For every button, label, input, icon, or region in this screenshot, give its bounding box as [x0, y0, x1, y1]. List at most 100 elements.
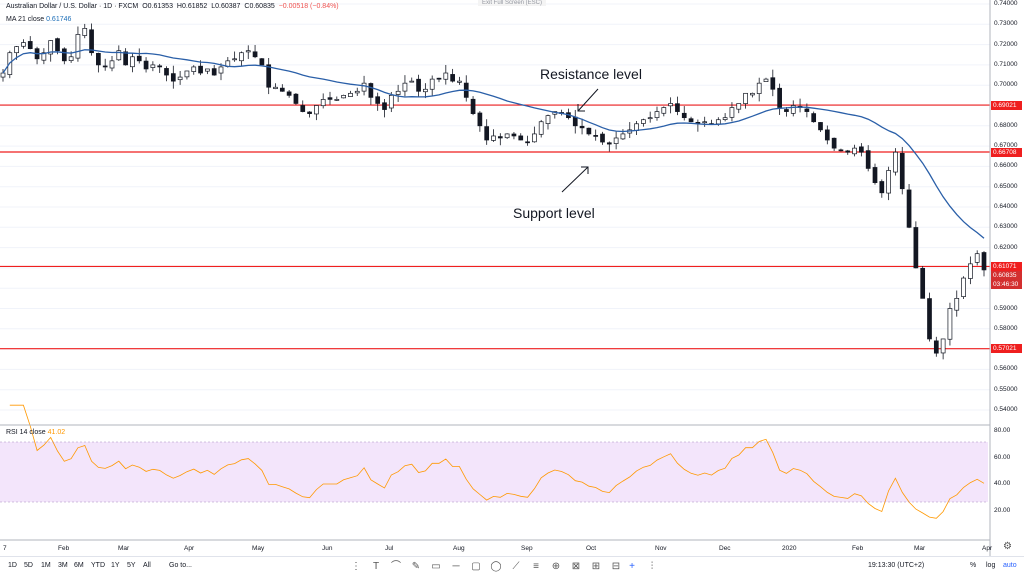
crosshair-icon[interactable]: +	[629, 561, 635, 572]
timeframe-button[interactable]: 1D	[8, 562, 17, 569]
symbol-name[interactable]: Australian Dollar / U.S. Dollar · 1D · F…	[6, 3, 139, 10]
candle-body	[818, 122, 823, 131]
clock-display[interactable]: 19:13:30 (UTC+2)	[868, 562, 925, 569]
path-icon[interactable]: ⊟	[611, 561, 621, 572]
candle-body	[518, 135, 524, 141]
price-badge: 0.69021	[991, 100, 1022, 110]
candle-body	[715, 119, 721, 125]
candle-body	[450, 74, 455, 82]
candle-body	[170, 73, 176, 82]
price-tick-label: 0.55000	[994, 385, 1018, 393]
ellipse-icon[interactable]: ◯	[490, 561, 502, 572]
candle-body	[641, 119, 646, 124]
price-tick-label: 0.56000	[994, 365, 1018, 373]
gear-icon[interactable]: ⚙	[1003, 541, 1012, 552]
timeframe-button[interactable]: 5D	[24, 562, 33, 569]
candle-body	[668, 103, 673, 107]
prediction-icon[interactable]: ⊞	[591, 561, 601, 572]
candle-body	[293, 93, 299, 104]
timeframe-button[interactable]: 6M	[74, 562, 84, 569]
candle-body	[436, 77, 442, 80]
candle-body	[470, 98, 476, 114]
candle-body	[504, 133, 510, 139]
exit-fullscreen-button[interactable]: Exit Full Screen (ESC)	[478, 0, 547, 6]
candle-body	[198, 65, 203, 74]
auto-toggle[interactable]: auto	[1003, 562, 1017, 569]
candle-body	[273, 86, 278, 90]
price-badge: 0.61071	[991, 261, 1022, 271]
rsi-legend[interactable]: RSI 14 close 41.02	[6, 429, 65, 436]
line-icon[interactable]: ─	[452, 561, 460, 572]
pencil-icon[interactable]: ✎	[411, 561, 421, 572]
candle-body	[784, 109, 789, 112]
candle-body	[429, 78, 435, 90]
text-tool-icon[interactable]: T	[372, 561, 380, 572]
fib-icon[interactable]: ≡	[533, 561, 539, 572]
candle-body	[75, 34, 81, 59]
candle-body	[55, 38, 60, 52]
time-tick-label: Mar	[914, 545, 926, 552]
candle-body	[245, 50, 251, 53]
candle-body	[150, 64, 156, 68]
candle-body	[940, 338, 946, 354]
candle-body	[654, 111, 660, 118]
timeframe-button[interactable]: All	[143, 562, 151, 569]
log-toggle[interactable]: log	[986, 562, 996, 569]
candle-body	[906, 189, 912, 228]
ma-legend[interactable]: MA 21 close 0.61746	[6, 16, 71, 23]
candle-body	[886, 170, 891, 194]
candle-body	[606, 142, 612, 145]
candle-body	[68, 56, 74, 61]
bottom-toolbar: 1D 5D 1M 3M 6M YTD 1Y 5Y All Go to... ⋮ T ⌒ ✎ ▭ …	[0, 556, 1024, 577]
pattern-icon[interactable]: ⊠	[571, 561, 581, 572]
timeframe-button[interactable]: 3M	[58, 562, 68, 569]
candle-body	[361, 82, 367, 92]
candle-body	[96, 52, 101, 66]
candle-body	[259, 58, 265, 66]
time-tick-label: May	[252, 545, 265, 552]
candle-body	[130, 56, 135, 68]
candle-body	[89, 29, 94, 54]
candle-body	[388, 94, 394, 109]
cursor-icon[interactable]: ⋮	[351, 561, 361, 572]
candle-body	[852, 147, 857, 155]
candle-body	[21, 42, 26, 47]
candle-body	[756, 82, 762, 94]
candle-body	[763, 78, 769, 83]
rectangle-icon[interactable]: ▭	[431, 561, 441, 572]
candlestick-series	[0, 23, 987, 360]
candle-body	[933, 340, 939, 354]
timeframe-button[interactable]: 1Y	[111, 562, 120, 569]
trend-line-icon[interactable]: ⟋	[512, 561, 520, 572]
timeframe-button[interactable]: 1M	[41, 562, 51, 569]
candle-body	[164, 68, 169, 76]
candle-body	[511, 133, 517, 137]
brush-icon[interactable]: ⌒	[391, 561, 401, 572]
candle-body	[327, 97, 333, 100]
candle-body	[497, 136, 503, 139]
candle-body	[252, 51, 258, 58]
candle-body	[647, 117, 653, 120]
measure-icon[interactable]: ⊕	[551, 561, 561, 572]
bars-icon[interactable]: ⫶	[650, 561, 654, 572]
callout-icon[interactable]: ▢	[471, 561, 481, 572]
candle-body	[491, 135, 496, 141]
candle-body	[477, 112, 483, 127]
support-annotation: Support level	[513, 205, 595, 221]
support-arrow	[561, 166, 589, 193]
candle-body	[613, 137, 619, 144]
candle-body	[123, 51, 128, 66]
candle-body	[443, 72, 449, 80]
time-tick-label: Mar	[118, 545, 130, 552]
rsi-tick-label: 20.00	[994, 507, 1011, 515]
timeframe-button[interactable]: YTD	[91, 562, 105, 569]
rsi-tick-label: 60.00	[994, 453, 1011, 461]
candle-body	[300, 105, 306, 112]
goto-button[interactable]: Go to...	[169, 562, 192, 569]
candle-body	[790, 105, 796, 114]
candle-body	[893, 151, 898, 173]
percent-toggle[interactable]: %	[970, 562, 977, 569]
timeframe-button[interactable]: 5Y	[127, 562, 136, 569]
candle-body	[48, 40, 54, 55]
